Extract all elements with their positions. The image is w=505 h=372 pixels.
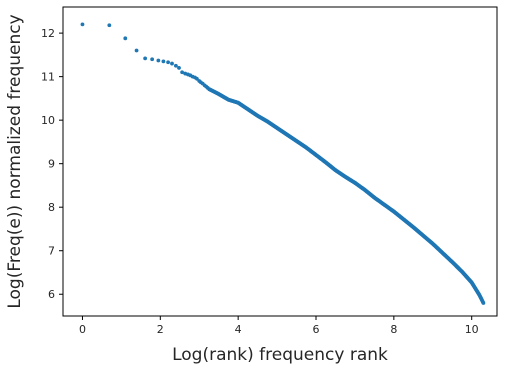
data-point — [107, 23, 112, 28]
y-tick-label: 7 — [48, 245, 55, 258]
data-point — [156, 58, 161, 63]
y-tick-label: 9 — [48, 158, 55, 171]
x-tick-label: 8 — [390, 323, 397, 336]
data-point — [170, 61, 174, 66]
data-point — [173, 63, 178, 68]
y-tick-label: 12 — [41, 27, 55, 40]
data-point — [481, 301, 486, 305]
x-tick-label: 2 — [157, 323, 164, 336]
x-tick-label: 0 — [79, 323, 86, 336]
data-point — [180, 70, 185, 75]
y-tick-label: 6 — [48, 288, 55, 301]
x-axis-title: Log(rank) frequency rank — [172, 345, 388, 365]
x-tick-label: 10 — [465, 323, 479, 336]
plot-frame — [62, 6, 498, 317]
y-tick-label: 10 — [41, 114, 55, 127]
data-point — [150, 57, 155, 62]
data-point — [134, 48, 139, 53]
data-point — [143, 56, 148, 61]
y-axis-title: Log(Freq(e)) normalized frequency — [5, 14, 25, 308]
data-point — [80, 22, 85, 27]
data-point — [166, 60, 170, 65]
y-tick-label: 11 — [41, 71, 55, 84]
data-point — [177, 66, 181, 70]
data-point — [161, 59, 166, 64]
x-tick-label: 6 — [313, 323, 320, 336]
data-point — [123, 36, 128, 41]
x-tick-label: 4 — [235, 323, 242, 336]
y-tick-label: 8 — [48, 201, 55, 214]
